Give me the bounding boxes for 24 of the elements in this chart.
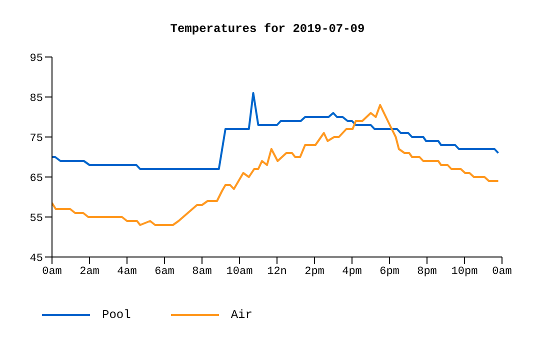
line-series [52,104,500,226]
y-tick-label: 75 [30,132,43,145]
x-tick-label: 6am [154,266,175,278]
x-tick-label: 4pm [342,266,362,278]
x-tick-label: 0am [492,266,512,278]
y-tick-label: 95 [30,52,43,65]
y-tick-label: 65 [30,172,43,185]
x-tick-label: 10pm [451,266,478,278]
x-tick-label: 0am [42,266,62,278]
legend-label: Air [230,308,252,322]
x-tick-label: 2am [80,266,100,278]
y-tick-label: 55 [30,212,43,225]
y-tick-label: 45 [30,252,43,265]
line-series [52,92,500,170]
x-tick-label: 8pm [417,266,438,278]
x-tick-label: 12n [267,266,287,278]
x-tick-label: 4am [117,266,138,278]
y-tick-label: 85 [30,92,43,105]
x-tick-label: 10am [226,266,254,278]
x-tick-label: 6pm [380,266,400,278]
legend-label: Pool [102,308,131,322]
x-tick-label: 2pm [304,266,325,278]
chart-title: Temperatures for 2019-07-09 [169,22,366,36]
x-tick-label: 8am [192,266,212,278]
